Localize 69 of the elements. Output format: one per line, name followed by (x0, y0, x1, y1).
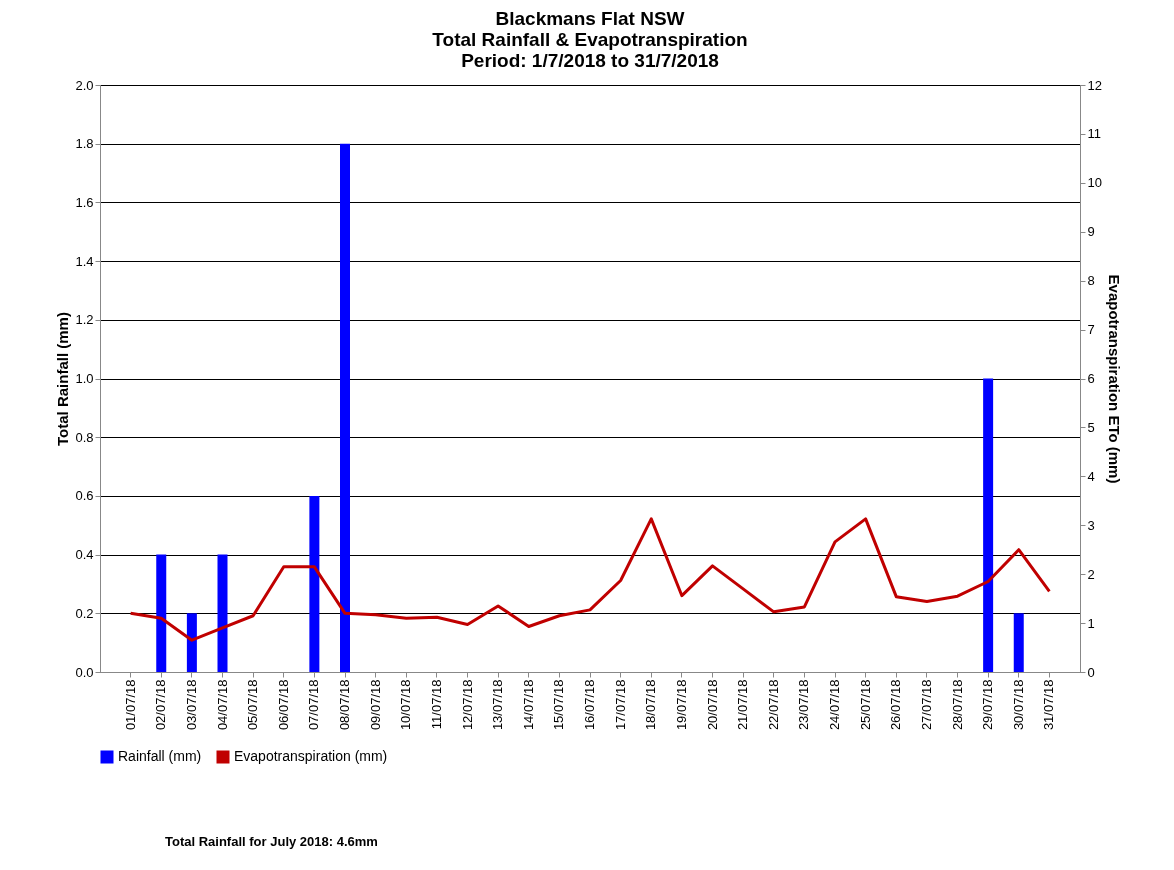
y2-tick-label: 7 (1087, 322, 1095, 338)
x-tick-label: 24/07/18 (827, 679, 842, 731)
bar (340, 143, 350, 672)
y2-tick-label: 9 (1087, 224, 1095, 240)
x-tick-label: 18/07/18 (643, 679, 659, 731)
y-tick-label: 1.4 (75, 253, 94, 269)
x-tick-label: 09/07/18 (367, 679, 383, 731)
x-tick-label: 03/07/18 (183, 679, 199, 731)
line-series (129, 517, 1051, 642)
x-tick-label: 01/07/18 (122, 679, 138, 731)
x-tick-label: 17/07/18 (612, 679, 628, 731)
y2-tick-label: 10 (1087, 175, 1102, 191)
x-tick-label: 27/07/18 (918, 679, 934, 731)
legend-label: Rainfall (mm) (118, 748, 202, 764)
x-tick-label: 10/07/18 (398, 679, 414, 731)
bar (1013, 613, 1024, 672)
y2-tick-label: 6 (1087, 371, 1095, 386)
y-tick-label: 1.2 (75, 312, 94, 328)
y2-tick-label: 11 (1087, 126, 1101, 142)
x-tick-label: 28/07/18 (949, 679, 965, 731)
x-tick-label: 04/07/18 (214, 679, 230, 731)
x-tick-label: 06/07/18 (275, 679, 291, 731)
x-tick-label: 13/07/18 (490, 679, 506, 731)
y2-tick-label: 8 (1087, 273, 1095, 289)
y-tick-label: 0.8 (75, 429, 94, 445)
y-tick-label: 0.0 (75, 664, 94, 680)
x-tick-label: 19/07/18 (673, 679, 689, 731)
x-tick-label: 21/07/18 (735, 679, 751, 731)
y2-axis-title: Evapotranspiration ETo (mm) (1105, 274, 1123, 484)
x-tick-label: 23/07/18 (796, 679, 812, 731)
y2-tick-label: 1 (1087, 615, 1095, 631)
x-tick-label: 05/07/18 (245, 679, 261, 731)
bar (983, 378, 994, 672)
x-tick-label: 29/07/18 (980, 679, 996, 731)
x-tick-label: 15/07/18 (551, 679, 567, 731)
y2-tick-label: 4 (1087, 468, 1095, 484)
x-tick-label: 12/07/18 (459, 679, 475, 731)
bar (186, 613, 197, 672)
x-tick-label: 30/07/18 (1010, 679, 1026, 731)
y-tick-label: 1.0 (75, 371, 94, 386)
bar (217, 554, 228, 672)
x-tick-label: 14/07/18 (520, 679, 536, 731)
x-tick-label: 31/07/18 (1041, 679, 1057, 731)
y2-tick-label: 3 (1087, 517, 1095, 533)
x-tick-label: 08/07/18 (337, 679, 352, 731)
x-tick-label: 25/07/18 (857, 679, 873, 731)
text: Total Rainfall for July 2018: 4.6mm (165, 834, 378, 849)
x-tick-label: 26/07/18 (888, 679, 904, 731)
y-tick-label: 0.2 (75, 605, 94, 621)
chart-title: Blackmans Flat NSW Total Rainfall & Evapotranspiration Period: 1/7/2018 to 31/7/2018 (432, 8, 748, 71)
x-tick-label: 16/07/18 (582, 679, 597, 731)
x-tick-label: 11/07/18 (428, 679, 444, 730)
y-tick-label: 2.0 (75, 77, 94, 93)
y2-tick-label: 0 (1087, 664, 1095, 680)
legend-label: Evapotranspiration (mm) (234, 748, 388, 764)
y-tick-label: 1.8 (75, 136, 94, 152)
y2-tick-label: 5 (1087, 419, 1095, 435)
x-tick-label: 02/07/18 (153, 679, 169, 731)
y-tick-label: 0.6 (75, 488, 94, 504)
y-tick-label: 1.6 (75, 194, 94, 210)
x-tick-label: 22/07/18 (765, 679, 781, 731)
y2-tick-label: 12 (1087, 77, 1102, 93)
x-tick-label: 20/07/18 (704, 679, 720, 731)
x-tick-label: 07/07/18 (306, 679, 322, 731)
y2-tick-label: 2 (1087, 566, 1095, 582)
bar (309, 495, 320, 672)
y-axis-title: Total Rainfall (mm) (54, 312, 72, 446)
bar (156, 554, 167, 672)
y-tick-label: 0.4 (75, 547, 94, 563)
